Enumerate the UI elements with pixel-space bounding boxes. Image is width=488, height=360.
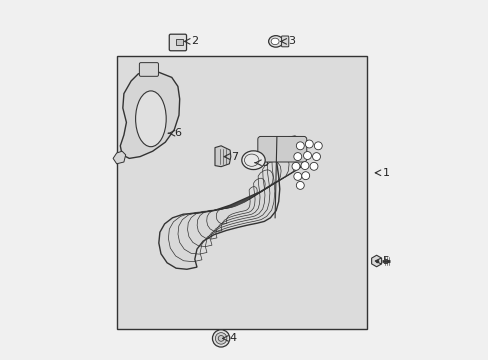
FancyBboxPatch shape bbox=[169, 34, 186, 51]
Text: 3: 3 bbox=[287, 36, 294, 46]
Text: 7: 7 bbox=[231, 152, 238, 162]
Circle shape bbox=[296, 142, 304, 150]
Polygon shape bbox=[371, 255, 381, 267]
Polygon shape bbox=[120, 72, 179, 158]
Circle shape bbox=[212, 330, 229, 347]
Ellipse shape bbox=[241, 151, 264, 170]
Circle shape bbox=[293, 172, 301, 180]
Circle shape bbox=[296, 181, 304, 189]
Text: 1: 1 bbox=[382, 168, 388, 178]
Text: 5: 5 bbox=[382, 256, 388, 266]
Ellipse shape bbox=[135, 91, 166, 147]
Circle shape bbox=[301, 162, 308, 170]
Text: 2: 2 bbox=[191, 36, 198, 46]
Polygon shape bbox=[215, 146, 230, 167]
Circle shape bbox=[215, 333, 226, 344]
Text: 8: 8 bbox=[261, 158, 267, 168]
FancyBboxPatch shape bbox=[257, 136, 306, 162]
Polygon shape bbox=[159, 136, 305, 269]
Circle shape bbox=[314, 142, 322, 150]
Circle shape bbox=[312, 153, 320, 161]
Circle shape bbox=[305, 140, 313, 148]
Circle shape bbox=[301, 172, 309, 180]
Text: 4: 4 bbox=[229, 333, 236, 343]
FancyBboxPatch shape bbox=[281, 36, 288, 47]
Circle shape bbox=[218, 336, 224, 341]
Ellipse shape bbox=[270, 38, 279, 45]
Circle shape bbox=[309, 162, 317, 170]
Circle shape bbox=[303, 152, 311, 159]
Circle shape bbox=[293, 153, 301, 161]
FancyBboxPatch shape bbox=[139, 63, 158, 76]
Bar bbox=[117, 56, 366, 329]
Bar bbox=[176, 39, 182, 45]
Ellipse shape bbox=[268, 36, 283, 47]
Circle shape bbox=[291, 162, 299, 170]
Text: 6: 6 bbox=[174, 128, 181, 138]
Polygon shape bbox=[113, 151, 125, 164]
